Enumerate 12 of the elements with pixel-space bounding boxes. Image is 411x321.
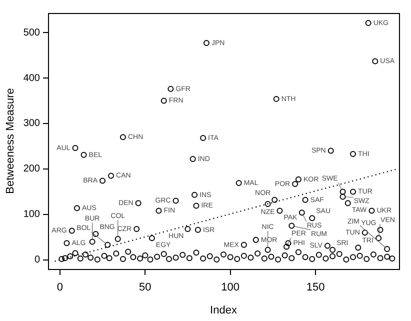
y-tick-label: 400 bbox=[23, 72, 40, 84]
y-tick-label: 100 bbox=[23, 209, 40, 220]
x-tick-label: 150 bbox=[306, 282, 325, 294]
x-tick-label: 100 bbox=[221, 282, 240, 294]
y-tick-label: 300 bbox=[23, 118, 40, 130]
x-tick-label: 50 bbox=[138, 282, 152, 294]
y-tick-label: 500 bbox=[23, 27, 40, 38]
y-tick-label: 200 bbox=[23, 164, 40, 175]
y-axis-title: Betweeness Measure bbox=[4, 88, 17, 194]
x-axis-title: Index bbox=[210, 304, 238, 316]
x-tick-label: 0 bbox=[56, 282, 63, 294]
y-tick-label: 0 bbox=[34, 254, 40, 266]
